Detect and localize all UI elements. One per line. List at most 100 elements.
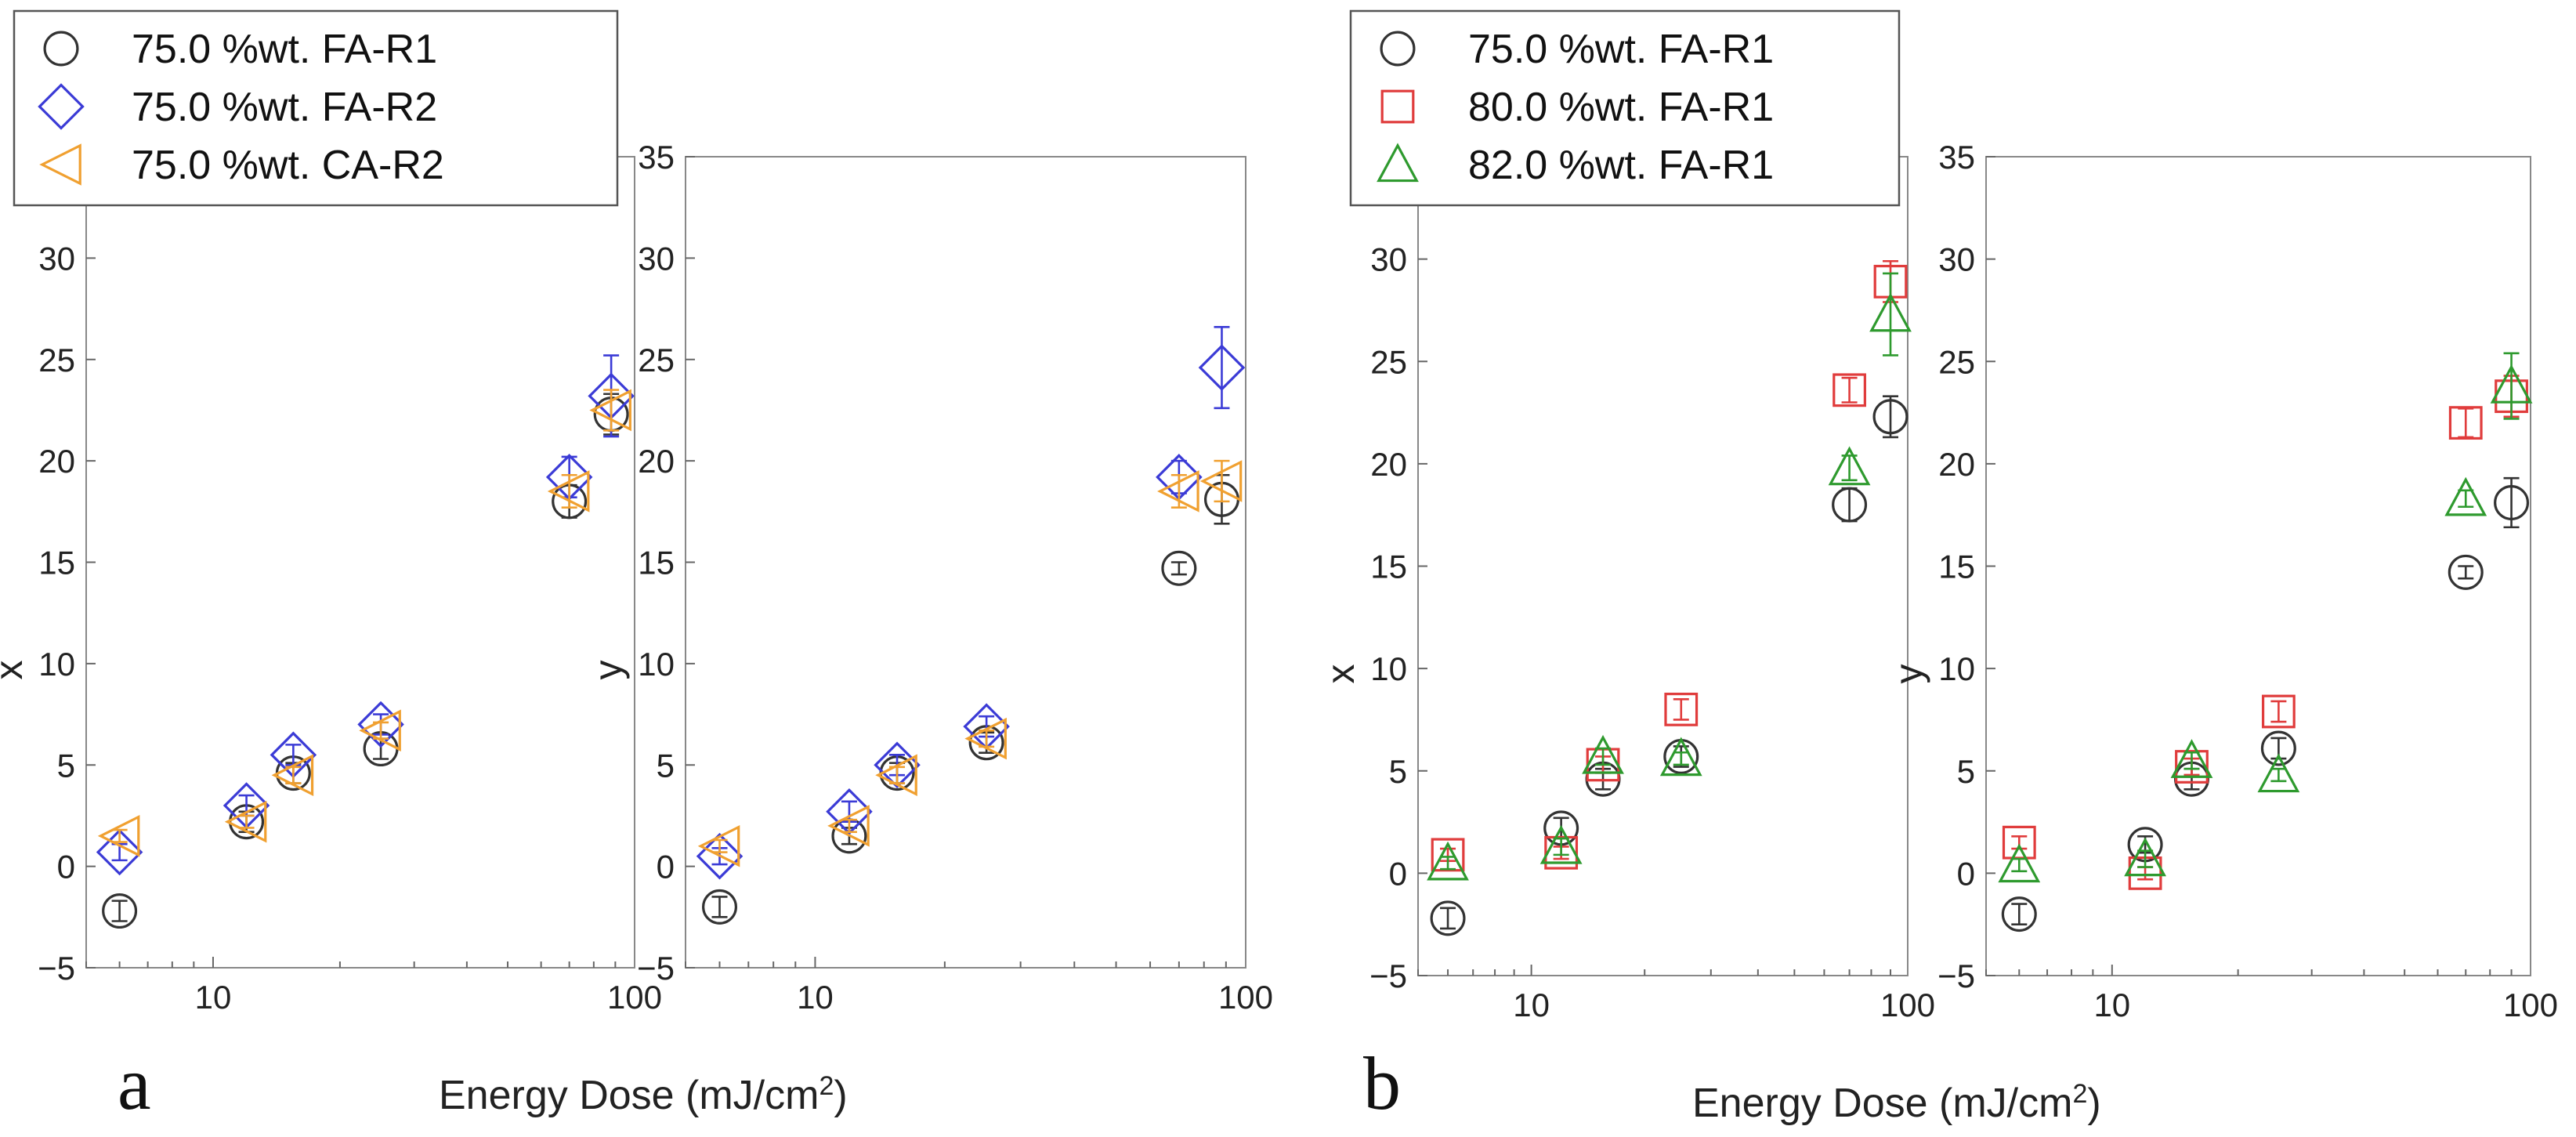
legend-entry: 80.0 %wt. FA-R1 [1468,85,1774,130]
x-tick-label-b-x: 100 [1880,987,1935,1023]
data-point [1431,838,1465,872]
y-tick-label-b-x: 25 [1370,343,1407,380]
data-point [96,828,143,876]
y-tick-label-a-y: 0 [657,849,675,885]
data-point [1539,824,1583,864]
y-tick-label-a-x: −5 [38,950,75,987]
y-tick-label-a-y: 20 [638,443,675,480]
y-tick-label-b-y: 20 [1938,446,1975,483]
y-tick-label-b-x: 0 [1389,855,1407,892]
series-b-y-triangle-up [1998,352,2533,883]
y-tick-label-b-y: 25 [1938,343,1975,380]
data-point [224,800,267,843]
y-tick-label-b-x: 15 [1370,549,1407,585]
x-axis-label-a: Energy Dose (mJ/cm2) [439,1071,848,1118]
y-tick-label-a-x: 30 [38,240,75,277]
x-axis-label-a-sup: 2 [819,1071,834,1101]
data-point [2490,364,2533,404]
panel-letter-a: a [118,1041,151,1125]
legend-marker [1377,143,1419,183]
series-b-x-square [1431,259,1908,872]
series-b-y-square [2002,375,2528,890]
data-point [1833,373,1866,407]
x-axis-label-b-sup: 2 [2072,1079,2087,1109]
data-point [2494,485,2530,521]
y-tick-label-b-y: 0 [1957,855,1975,892]
y-tick-label-b-x: 5 [1389,753,1407,790]
data-point [1832,487,1868,523]
x-tick-label-a-x: 10 [195,979,232,1016]
x-axis-label-b: Energy Dose (mJ/cm2) [1692,1079,2101,1126]
y-tick-label-a-y: −5 [637,950,675,987]
data-point [2257,753,2300,793]
data-point [875,754,917,796]
panel-letter-b: b [1363,1041,1401,1125]
y-tick-label-a-x: 20 [38,443,75,480]
x-tick-label-a-y: 10 [797,979,834,1016]
data-point [1998,843,2041,883]
legend-marker [43,31,79,67]
legend-entry: 82.0 %wt. FA-R1 [1468,143,1774,188]
legend-entry: 75.0 %wt. FA-R2 [132,85,437,130]
data-point [2261,694,2296,729]
data-point [1869,292,1912,332]
y-tick-label-b-y: 35 [1938,139,1975,176]
y-axis-title-b-y: y [1887,664,1930,684]
series-a-y-diamond [696,326,1246,880]
plot-a-y: −5 0 5 10 15 20 25 30 35 10 100 y [586,139,1273,1016]
legend-marker [1380,31,1416,67]
y-tick-label-a-x: 10 [38,646,75,683]
series-a-x-triangle-left [97,389,631,857]
x-axis-label-a-main: Energy Dose (mJ/cm [439,1073,819,1118]
data-point [1828,446,1871,486]
data-point [1430,900,1466,936]
y-tick-label-a-x: 25 [38,342,75,378]
y-tick-label-a-y: 35 [638,139,675,176]
data-point [2001,896,2037,932]
data-point [702,889,738,925]
plot-frame-a-x [85,156,635,969]
x-tick-label-b-y: 100 [2503,987,2558,1023]
data-point [2448,406,2483,440]
data-point [357,701,404,748]
legend-entry: 75.0 %wt. CA-R2 [132,143,444,188]
legend-entry: 75.0 %wt. FA-R1 [1468,27,1774,72]
y-axis-title-b-x: x [1319,664,1362,684]
y-tick-label-b-y: 15 [1938,549,1975,585]
data-point [2175,750,2209,784]
y-tick-label-a-x: 15 [38,545,75,581]
series-b-x-triangle-up [1427,272,1912,881]
y-tick-label-a-y: 5 [657,747,675,784]
legend-a: 75.0 %wt. FA-R1 75.0 %wt. FA-R2 75.0 %wt. … [13,9,619,207]
y-tick-label-b-x: 10 [1370,650,1407,687]
y-axis-title-a-x: x [0,661,31,680]
data-point [2444,476,2487,516]
legend-marker [39,143,81,186]
x-axis-label-b-close: ) [2087,1081,2100,1126]
data-point [2260,730,2296,766]
y-tick-label-a-y: 10 [638,646,675,683]
y-tick-label-b-y: −5 [1937,958,1975,994]
y-axis-title-a-y: y [586,661,630,680]
data-point [2170,739,2213,778]
data-point [102,893,138,929]
data-point [964,717,1007,760]
data-point [1582,734,1624,774]
data-point [826,788,873,835]
data-point [359,709,401,752]
legend-box [13,9,619,207]
y-tick-label-b-x: −5 [1369,958,1407,994]
x-tick-label-a-y: 100 [1218,979,1273,1016]
data-point [1872,399,1908,435]
y-tick-label-a-y: 15 [638,545,675,581]
legend-box [1349,9,1901,207]
plot-frame-b-y [1985,156,2531,976]
data-point [1427,841,1469,881]
plot-b-x: −50510152025303510100x [1319,139,1935,1023]
data-point [1659,737,1702,777]
y-tick-label-b-y: 5 [1957,753,1975,790]
plot-b-y: −5 0 5 10 15 20 25 30 35 10 100 y [1887,139,2558,1023]
legend-b: 75.0 %wt. FA-R1 80.0 %wt. FA-R1 82.0 %wt. … [1349,9,1901,207]
plot-frame-a-y [685,156,1246,969]
